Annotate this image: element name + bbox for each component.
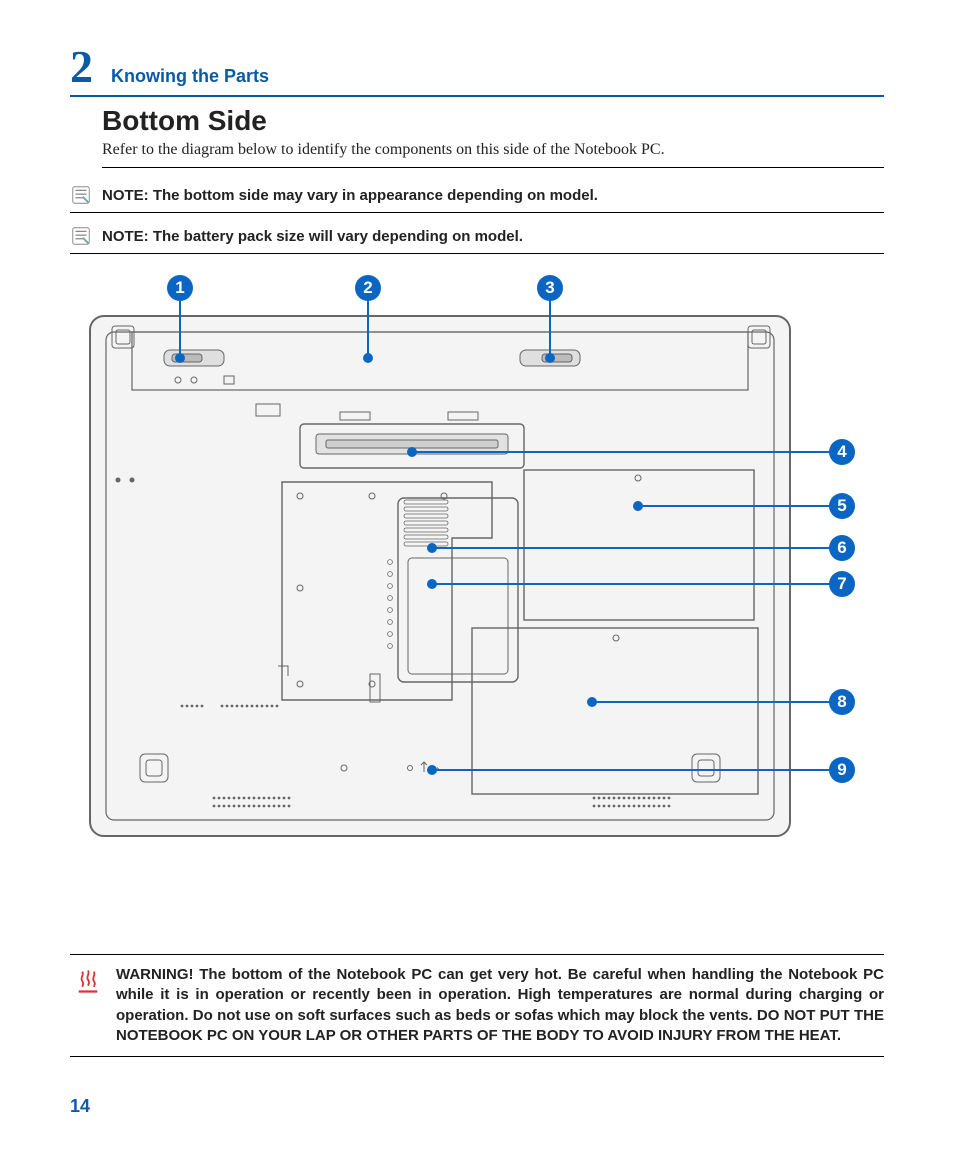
diagram-callout-5: 5 [829, 493, 855, 519]
section-title: Bottom Side [102, 105, 884, 137]
note-row: NOTE: The bottom side may vary in appear… [70, 178, 884, 213]
diagram-callout-4: 4 [829, 439, 855, 465]
page-number: 14 [70, 1096, 90, 1117]
diagram-callout-9: 9 [829, 757, 855, 783]
chapter-title: Knowing the Parts [111, 66, 269, 87]
laptop-bottom-diagram: ⇢ [72, 274, 882, 854]
note-text: NOTE: The battery pack size will vary de… [102, 228, 523, 245]
diagram-callout-8: 8 [829, 689, 855, 715]
warning-text: WARNING! The bottom of the Notebook PC c… [116, 965, 884, 1046]
note-text: NOTE: The bottom side may vary in appear… [102, 187, 598, 204]
diagram-area: ⇢ 1 2 3 4 5 6 7 8 9 [72, 274, 882, 854]
diagram-callout-3: 3 [537, 275, 563, 301]
diagram-callout-6: 6 [829, 535, 855, 561]
note-icon [70, 184, 92, 206]
section-intro: Refer to the diagram below to identify t… [102, 141, 884, 168]
diagram-callout-1: 1 [167, 275, 193, 301]
warning-block: WARNING! The bottom of the Notebook PC c… [70, 954, 884, 1057]
hot-surface-warning-icon [74, 967, 102, 995]
diagram-callout-2: 2 [355, 275, 381, 301]
chapter-number: 2 [70, 40, 93, 93]
note-icon [70, 225, 92, 247]
note-row: NOTE: The battery pack size will vary de… [70, 219, 884, 254]
diagram-callout-7: 7 [829, 571, 855, 597]
chapter-header: 2 Knowing the Parts [70, 40, 884, 97]
